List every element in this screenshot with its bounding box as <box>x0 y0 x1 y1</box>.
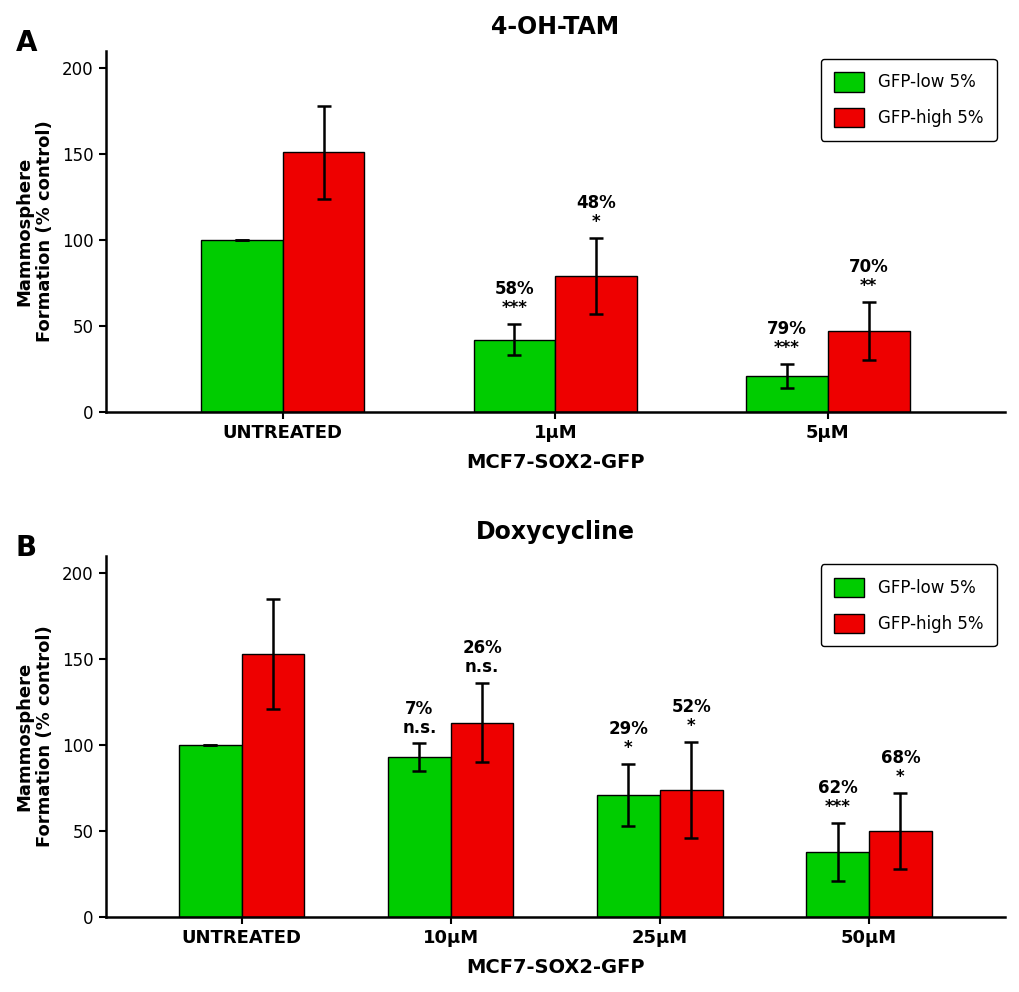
Bar <box>827 331 909 412</box>
Bar <box>282 152 364 412</box>
Bar <box>596 795 659 917</box>
Bar <box>473 339 554 412</box>
Text: ***: *** <box>773 338 799 357</box>
Text: ***: *** <box>501 300 527 317</box>
Bar <box>450 723 513 917</box>
Bar <box>805 852 868 917</box>
Bar <box>242 654 304 917</box>
Text: 70%: 70% <box>848 258 888 276</box>
Text: 79%: 79% <box>766 319 806 338</box>
Bar <box>201 240 282 412</box>
Title: 4-OH-TAM: 4-OH-TAM <box>491 15 619 39</box>
Text: A: A <box>15 29 37 57</box>
Bar <box>178 745 242 917</box>
Text: 7%: 7% <box>405 699 433 717</box>
Text: 52%: 52% <box>671 698 710 716</box>
Y-axis label: Mammosphere
Formation (% control): Mammosphere Formation (% control) <box>15 626 54 847</box>
Text: *: * <box>896 769 904 787</box>
Text: 68%: 68% <box>879 750 919 768</box>
Text: B: B <box>15 535 37 562</box>
Text: *: * <box>624 739 632 757</box>
Bar <box>745 376 827 412</box>
Legend: GFP-low 5%, GFP-high 5%: GFP-low 5%, GFP-high 5% <box>820 564 996 646</box>
Legend: GFP-low 5%, GFP-high 5%: GFP-low 5%, GFP-high 5% <box>820 59 996 141</box>
Text: ***: *** <box>824 798 850 815</box>
Title: Doxycycline: Doxycycline <box>475 521 634 545</box>
Text: 26%: 26% <box>462 640 501 658</box>
X-axis label: MCF7-SOX2-GFP: MCF7-SOX2-GFP <box>466 958 644 977</box>
X-axis label: MCF7-SOX2-GFP: MCF7-SOX2-GFP <box>466 452 644 471</box>
Text: *: * <box>686 717 695 735</box>
Text: 58%: 58% <box>494 281 534 299</box>
Bar <box>554 276 637 412</box>
Text: **: ** <box>859 277 876 295</box>
Text: n.s.: n.s. <box>401 718 436 736</box>
Text: 48%: 48% <box>576 194 615 212</box>
Bar <box>387 757 450 917</box>
Text: 29%: 29% <box>608 720 648 738</box>
Text: *: * <box>591 213 600 231</box>
Bar <box>659 790 721 917</box>
Text: n.s.: n.s. <box>465 659 498 677</box>
Text: 62%: 62% <box>817 779 857 797</box>
Y-axis label: Mammosphere
Formation (% control): Mammosphere Formation (% control) <box>15 120 54 342</box>
Bar <box>868 831 931 917</box>
